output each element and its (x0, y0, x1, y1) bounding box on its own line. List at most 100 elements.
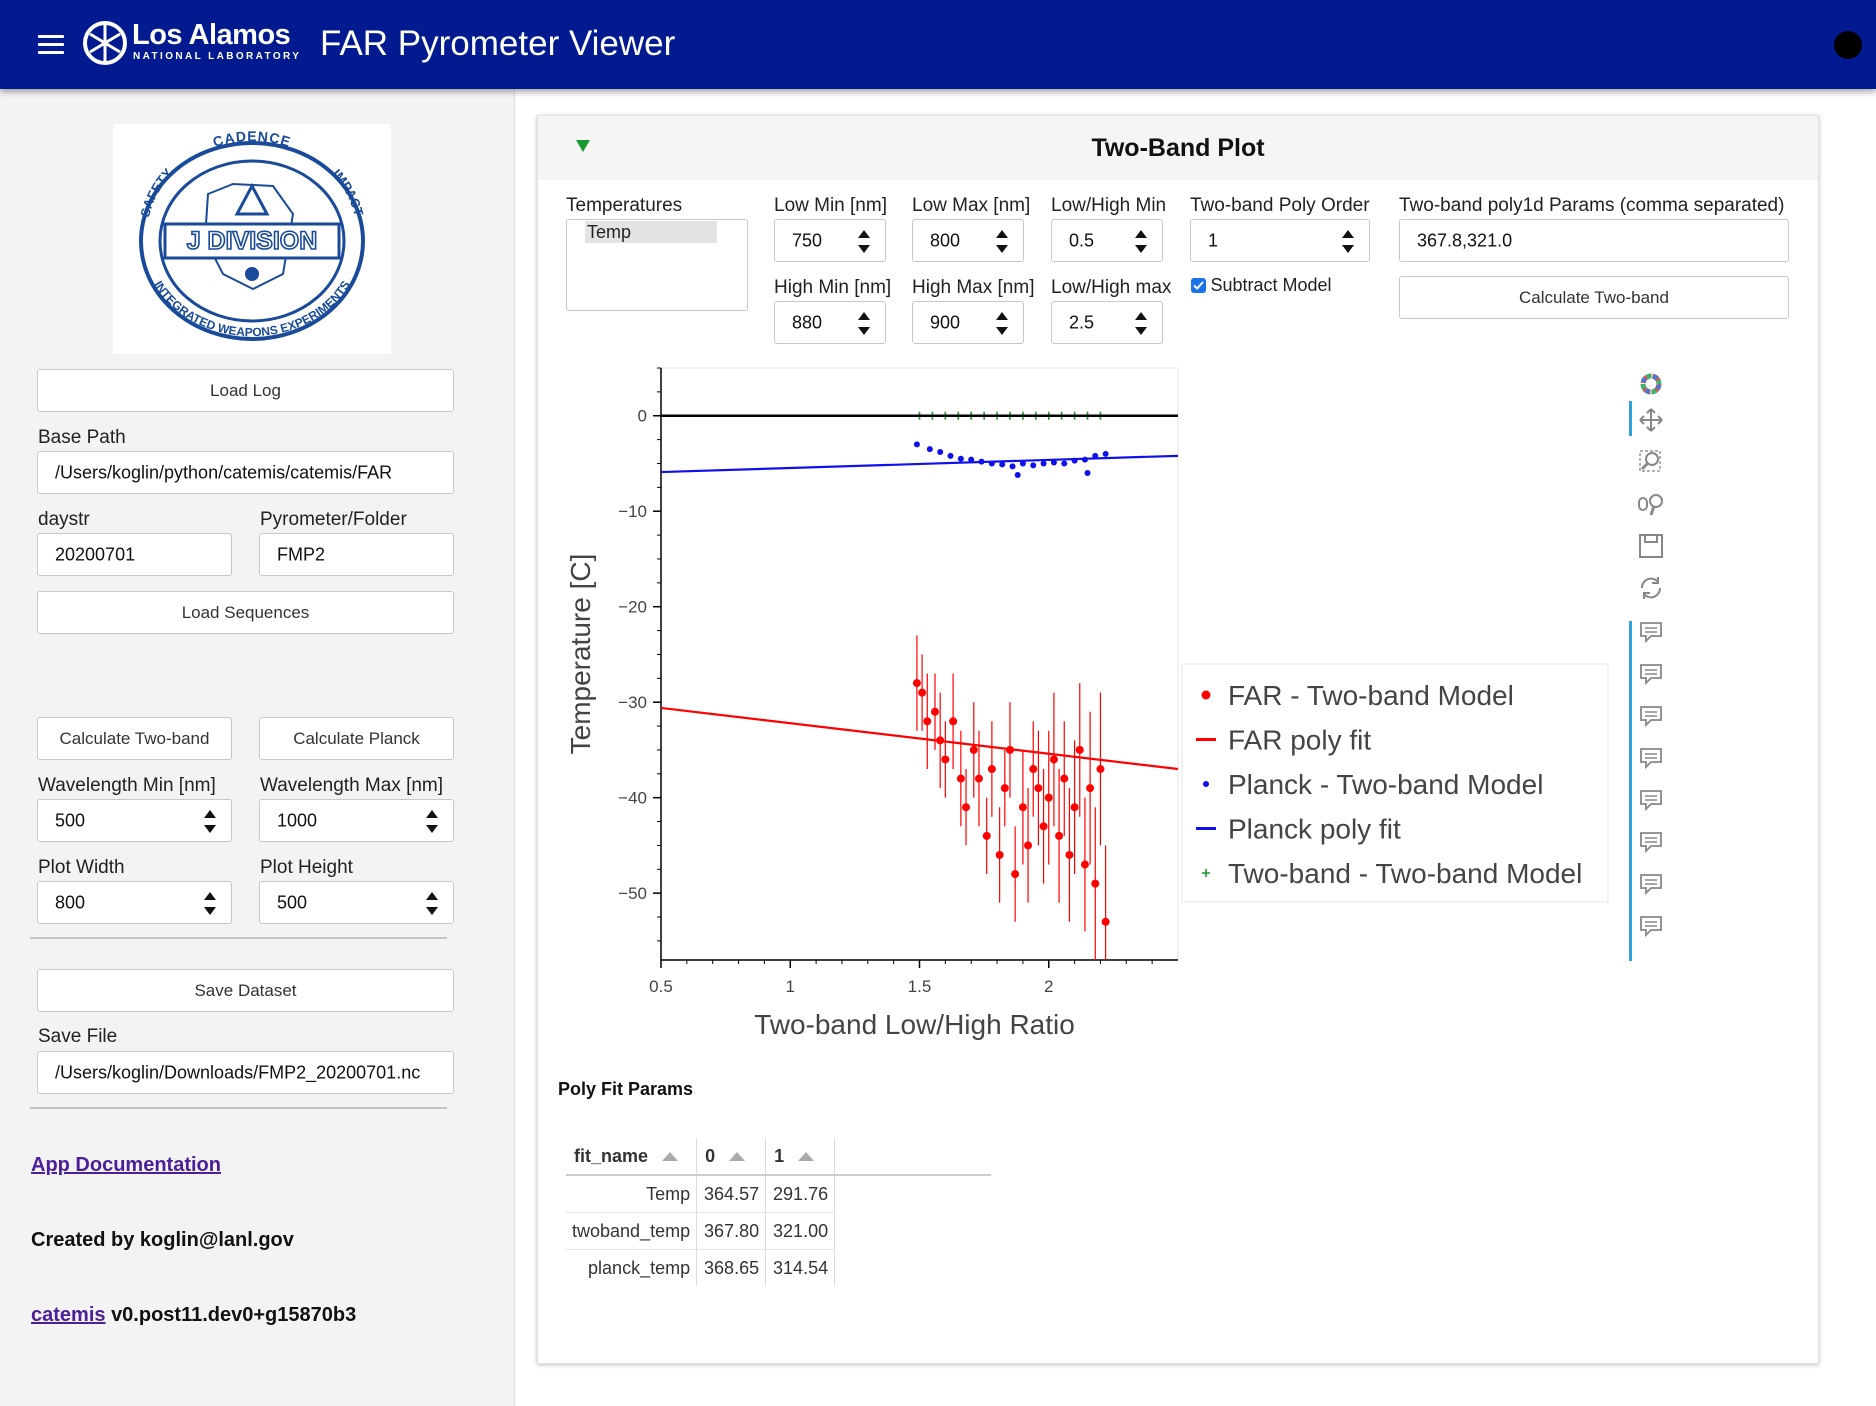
data-point (1075, 745, 1084, 754)
data-point (949, 717, 958, 726)
high-max-input[interactable]: 900 (912, 301, 1024, 344)
x-tick-label: 2 (1044, 977, 1053, 996)
spinner-icon[interactable] (1134, 309, 1148, 337)
table-row[interactable]: planck_temp 368.65 314.54 (566, 1249, 991, 1286)
y-tick-label: 0 (638, 407, 647, 426)
low-min-input[interactable]: 750 (774, 219, 886, 262)
menu-icon[interactable] (38, 35, 64, 55)
table-row[interactable]: twoband_temp 367.80 321.00 (566, 1212, 991, 1250)
svg-text:INTEGRATED WEAPONS EXPERIMENTS: INTEGRATED WEAPONS EXPERIMENTS (151, 278, 352, 339)
spinner-icon[interactable] (1341, 227, 1355, 255)
spinner-icon[interactable] (995, 309, 1009, 337)
data-point (937, 449, 944, 456)
hover-tool-icon[interactable] (1637, 912, 1665, 940)
spinner-icon[interactable] (995, 227, 1009, 255)
load-sequences-button[interactable]: Load Sequences (37, 591, 454, 634)
save-icon[interactable] (1637, 532, 1665, 560)
plot-height-input[interactable]: 500 (259, 881, 454, 924)
legend-label[interactable]: Two-band - Two-band Model (1228, 858, 1582, 889)
data-point (1055, 831, 1064, 840)
data-point (1029, 765, 1038, 774)
column-header-0[interactable]: 0 (696, 1138, 767, 1176)
spinner-icon[interactable] (425, 807, 439, 835)
legend-label[interactable]: Planck - Two-band Model (1228, 769, 1543, 800)
created-by-text: Created by koglin@lanl.gov (31, 1229, 294, 1251)
data-point (1084, 470, 1091, 477)
load-log-button[interactable]: Load Log (37, 369, 454, 412)
hover-tool-icon[interactable] (1637, 828, 1665, 856)
sort-icon[interactable] (798, 1152, 815, 1162)
spinner-icon[interactable] (857, 309, 871, 337)
subtract-model-checkbox[interactable]: Subtract Model (1191, 275, 1332, 296)
data-point (956, 774, 965, 783)
spinner-icon[interactable] (857, 227, 871, 255)
spinner-icon[interactable] (1134, 227, 1148, 255)
save-file-input[interactable]: /Users/koglin/Downloads/FMP2_20200701.nc (37, 1051, 454, 1094)
spinner-icon[interactable] (203, 807, 217, 835)
version-text: v0.post11.dev0+g15870b3 (111, 1304, 357, 1326)
toolbar-accent-line (1629, 401, 1632, 436)
daystr-input[interactable]: 20200701 (37, 533, 232, 576)
sort-icon[interactable] (662, 1152, 679, 1162)
low-min-label: Low Min [nm] (774, 195, 887, 216)
high-min-input[interactable]: 880 (774, 301, 886, 344)
x-tick-label: 1 (786, 977, 795, 996)
hover-tool-icon[interactable] (1637, 660, 1665, 688)
collapse-caret-icon[interactable] (576, 140, 590, 152)
plot-marks (661, 411, 1178, 960)
wavelength-max-input[interactable]: 1000 (259, 799, 454, 842)
data-point (913, 441, 920, 448)
wheel-zoom-icon[interactable] (1637, 490, 1665, 518)
catemis-link[interactable]: catemis (31, 1304, 106, 1326)
sort-icon[interactable] (729, 1152, 746, 1162)
pyrometer-folder-input[interactable]: FMP2 (259, 533, 454, 576)
data-point (947, 452, 954, 459)
calculate-two-band-button[interactable]: Calculate Two-band (37, 717, 232, 760)
hover-tool-icon[interactable] (1637, 786, 1665, 814)
hover-tool-icon[interactable] (1637, 618, 1665, 646)
table-row[interactable]: Temp 364.57 291.76 (566, 1174, 991, 1213)
spinner-icon[interactable] (203, 889, 217, 917)
two-band-chart[interactable]: 0 −10 −20 −30 −40 −50 0.5 1 1.5 2 Two-band Low/Hig… (538, 356, 1818, 1076)
pan-icon[interactable] (1637, 406, 1665, 434)
save-dataset-button[interactable]: Save Dataset (37, 969, 454, 1012)
data-point (1091, 879, 1100, 888)
legend-label[interactable]: FAR - Two-band Model (1228, 680, 1514, 711)
app-documentation-link[interactable]: App Documentation (31, 1154, 221, 1176)
plot-width-label: Plot Width (38, 857, 125, 878)
column-header-1[interactable]: 1 (765, 1138, 836, 1176)
bokeh-logo-icon[interactable] (1637, 370, 1665, 398)
temperatures-option[interactable]: Temp (585, 221, 717, 243)
poly-order-input[interactable]: 1 (1190, 219, 1370, 262)
legend-label[interactable]: Planck poly fit (1228, 814, 1401, 845)
low-max-input[interactable]: 800 (912, 219, 1024, 262)
reset-icon[interactable] (1637, 574, 1665, 602)
poly-params-input[interactable]: 367.8,321.0 (1399, 219, 1789, 262)
j-division-seal-icon: CADENCE SAFETY IMPACT INTEGRATED WEAPONS… (137, 128, 366, 341)
checkbox-checked-icon[interactable] (1191, 278, 1206, 293)
svg-text:CADENCE: CADENCE (211, 128, 293, 150)
hover-tool-icon[interactable] (1637, 702, 1665, 730)
low-high-min-input[interactable]: 0.5 (1051, 219, 1163, 262)
wavelength-min-input[interactable]: 500 (37, 799, 232, 842)
hover-tool-icon[interactable] (1637, 870, 1665, 898)
logo-subtitle: NATIONAL LABORATORY (133, 51, 302, 62)
column-header-fit-name[interactable]: fit_name (566, 1138, 698, 1176)
data-point (1049, 755, 1058, 764)
poly-fit-params-table: fit_name 0 1 Temp 364.57 291.76 twoband_te… (566, 1138, 992, 1286)
fit-line (661, 454, 1178, 474)
base-path-input[interactable]: /Users/koglin/python/catemis/catemis/FAR (37, 451, 454, 494)
hover-tool-icon[interactable] (1637, 744, 1665, 772)
legend-label[interactable]: FAR poly fit (1228, 725, 1371, 756)
low-high-max-input[interactable]: 2.5 (1051, 301, 1163, 344)
calculate-planck-button[interactable]: Calculate Planck (259, 717, 454, 760)
temperatures-select[interactable]: Temp (566, 219, 748, 311)
app-title: FAR Pyrometer Viewer (320, 24, 676, 63)
plot-width-input[interactable]: 800 (37, 881, 232, 924)
spinner-icon[interactable] (425, 889, 439, 917)
calculate-two-band-panel-button[interactable]: Calculate Two-band (1399, 276, 1789, 319)
wavelength-max-label: Wavelength Max [nm] (260, 775, 444, 796)
plot-area[interactable] (660, 367, 1179, 961)
box-zoom-icon[interactable] (1637, 448, 1665, 476)
card-title: Two-Band Plot (1091, 134, 1265, 162)
